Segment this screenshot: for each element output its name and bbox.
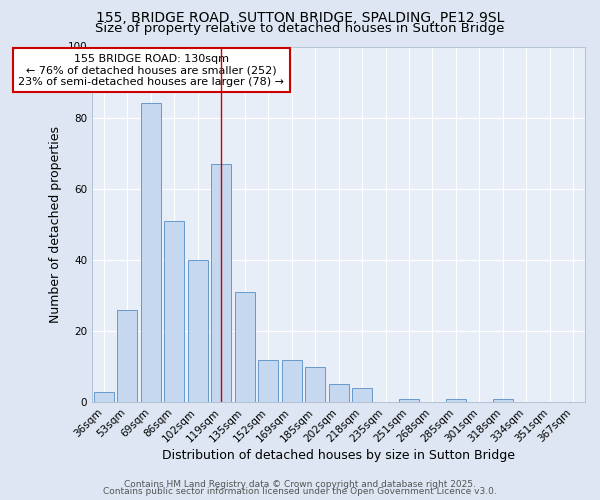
Bar: [329, 384, 349, 402]
Bar: [493, 398, 513, 402]
Bar: [94, 392, 114, 402]
Y-axis label: Number of detached properties: Number of detached properties: [49, 126, 62, 323]
X-axis label: Distribution of detached houses by size in Sutton Bridge: Distribution of detached houses by size …: [162, 450, 515, 462]
Bar: [164, 221, 184, 402]
Text: 155 BRIDGE ROAD: 130sqm
← 76% of detached houses are smaller (252)
23% of semi-d: 155 BRIDGE ROAD: 130sqm ← 76% of detache…: [19, 54, 284, 87]
Bar: [399, 398, 419, 402]
Text: Size of property relative to detached houses in Sutton Bridge: Size of property relative to detached ho…: [95, 22, 505, 35]
Bar: [281, 360, 302, 402]
Bar: [258, 360, 278, 402]
Bar: [235, 292, 255, 402]
Bar: [118, 310, 137, 402]
Bar: [352, 388, 372, 402]
Bar: [446, 398, 466, 402]
Bar: [188, 260, 208, 402]
Bar: [211, 164, 231, 402]
Bar: [305, 366, 325, 402]
Text: Contains HM Land Registry data © Crown copyright and database right 2025.: Contains HM Land Registry data © Crown c…: [124, 480, 476, 489]
Bar: [141, 104, 161, 402]
Text: Contains public sector information licensed under the Open Government Licence v3: Contains public sector information licen…: [103, 488, 497, 496]
Text: 155, BRIDGE ROAD, SUTTON BRIDGE, SPALDING, PE12 9SL: 155, BRIDGE ROAD, SUTTON BRIDGE, SPALDIN…: [96, 11, 504, 25]
